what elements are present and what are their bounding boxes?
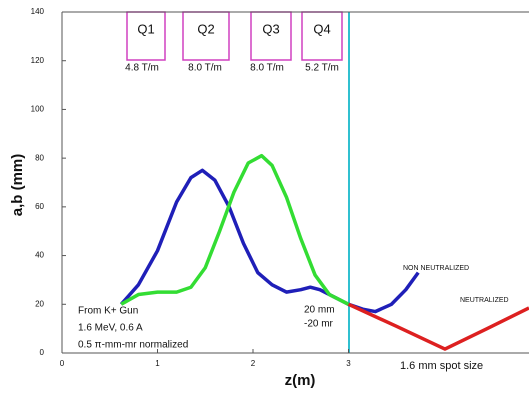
y-tick-label: 40 [35, 251, 44, 260]
x-tick-label: 0 [60, 359, 65, 368]
annotation: 0.5 π-mm-mr normalized [78, 340, 188, 351]
curve [119, 168, 420, 314]
curve [120, 153, 350, 306]
annotation: 1.6 MeV, 0.6 A [78, 323, 143, 334]
annotation: NEUTRALIZED [460, 297, 509, 304]
y-tick-label: 20 [35, 299, 44, 308]
quad-gradient: 5.2 T/m [305, 63, 339, 74]
x-tick-label: 2 [251, 359, 256, 368]
y-axis-title: a,b (mm) [9, 154, 26, 217]
quad-gradient: 4.8 T/m [125, 63, 159, 74]
y-tick-label: 0 [40, 348, 45, 357]
x-axis-title: z(m) [285, 372, 316, 389]
y-tick-label: 60 [35, 202, 44, 211]
annotation: NON NEUTRALIZED [403, 265, 469, 272]
annotation: -20 mr [304, 319, 334, 330]
y-tick-label: 120 [31, 56, 45, 65]
quad-label: Q1 [137, 21, 154, 36]
y-tick-label: 80 [35, 153, 44, 162]
annotation: From K+ Gun [78, 306, 138, 317]
annotation: 1.6 mm spot size [400, 360, 483, 372]
curve [347, 302, 529, 351]
quad-label: Q2 [197, 21, 214, 36]
y-tick-label: 140 [31, 7, 45, 16]
quad-gradient: 8.0 T/m [250, 63, 284, 74]
quad-gradient: 8.0 T/m [188, 63, 222, 74]
y-tick-label: 100 [31, 105, 45, 114]
x-tick-label: 3 [346, 359, 351, 368]
quad-label: Q4 [313, 21, 330, 36]
x-tick-label: 1 [155, 359, 160, 368]
annotation: 20 mm [304, 305, 335, 316]
quad-label: Q3 [262, 21, 279, 36]
